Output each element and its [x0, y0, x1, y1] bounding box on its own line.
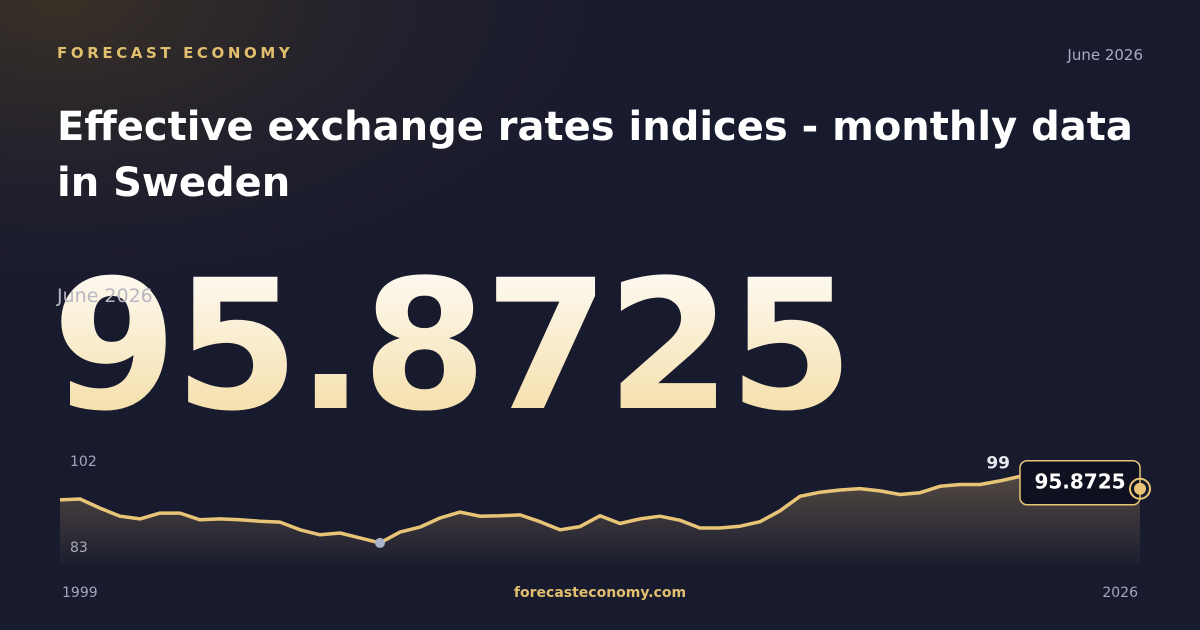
date: June 2026: [1066, 46, 1143, 64]
brand: FORECAST ECONOMY: [57, 44, 293, 62]
headline-value: 95.8725: [52, 242, 851, 451]
last-value-label: 95.8725: [1034, 470, 1125, 494]
y-tick-label: 102: [70, 454, 97, 470]
line: [59, 472, 1141, 545]
min-marker: [375, 537, 385, 548]
last-marker: [1134, 482, 1146, 495]
last-marker-ring: [1129, 477, 1151, 500]
sparkline: 831029995.8725: [59, 454, 1151, 565]
headline-date: June 2026: [56, 285, 153, 307]
footer: forecasteconomy.com: [514, 585, 686, 601]
title-line: in Sweden: [57, 160, 290, 206]
x-start-label: 1999: [62, 585, 98, 601]
area: [60, 474, 1140, 565]
x-end-label: 2026: [1102, 585, 1138, 601]
peak-label: 99: [986, 454, 1010, 474]
title-line: Effective exchange rates indices - month…: [57, 104, 1133, 150]
